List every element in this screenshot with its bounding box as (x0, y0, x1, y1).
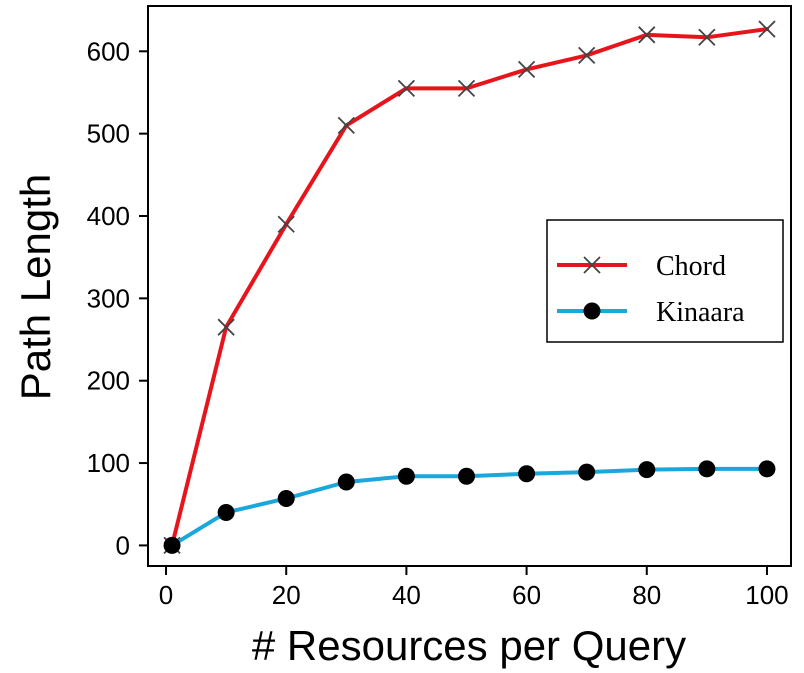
kinaara-point (277, 489, 295, 507)
x-tick-label: 60 (512, 580, 541, 610)
y-tick-label: 0 (116, 530, 130, 560)
x-tick-label: 100 (745, 580, 788, 610)
y-tick-label: 300 (87, 283, 130, 313)
plot-frame (147, 5, 792, 567)
chord-point (337, 116, 355, 135)
y-tick-label: 400 (87, 201, 130, 231)
chord-point (457, 79, 476, 97)
kinaara-point (758, 460, 776, 478)
chord-point (758, 20, 776, 38)
chord-point (277, 215, 295, 233)
legend-label-kinaara: Kinaara (656, 297, 745, 328)
y-tick-label: 600 (87, 36, 130, 66)
y-tick-label: 500 (87, 119, 130, 149)
legend: Chord Kinaara (546, 219, 784, 343)
y-axis-title: Path Length (12, 174, 59, 401)
kinaara-point (638, 461, 656, 479)
series-layer (163, 20, 776, 555)
chord-point (578, 46, 596, 65)
x-tick-label: 40 (392, 580, 421, 610)
chord-point (397, 79, 416, 97)
y-tick-label: 100 (87, 448, 130, 478)
kinaara-point (163, 536, 181, 554)
kinaara-point (457, 467, 475, 485)
x-tick-label: 20 (272, 580, 301, 610)
y-axis: 0 100 200 300 400 500 600 (87, 36, 148, 560)
legend-box (546, 219, 784, 343)
legend-item-kinaara: Kinaara (557, 297, 745, 328)
x-tick-label: 0 (159, 580, 173, 610)
legend-label-chord: Chord (656, 251, 726, 282)
kinaara-point (397, 467, 415, 485)
legend-item-chord: Chord (557, 251, 726, 282)
kinaara-point (578, 463, 596, 481)
chord-point (517, 60, 536, 79)
kinaara-point (337, 473, 355, 491)
chord-point (698, 28, 716, 46)
x-axis-title: # Resources per Query (252, 622, 686, 669)
chord-point (638, 26, 656, 44)
x-axis: 0 20 40 60 80 100 (159, 566, 789, 610)
chord-point (217, 318, 235, 336)
y-tick-label: 200 (87, 366, 130, 396)
x-tick-label: 80 (632, 580, 661, 610)
kinaara-point (698, 460, 716, 478)
kinaara-point (518, 465, 536, 483)
kinaara-point (217, 503, 235, 521)
